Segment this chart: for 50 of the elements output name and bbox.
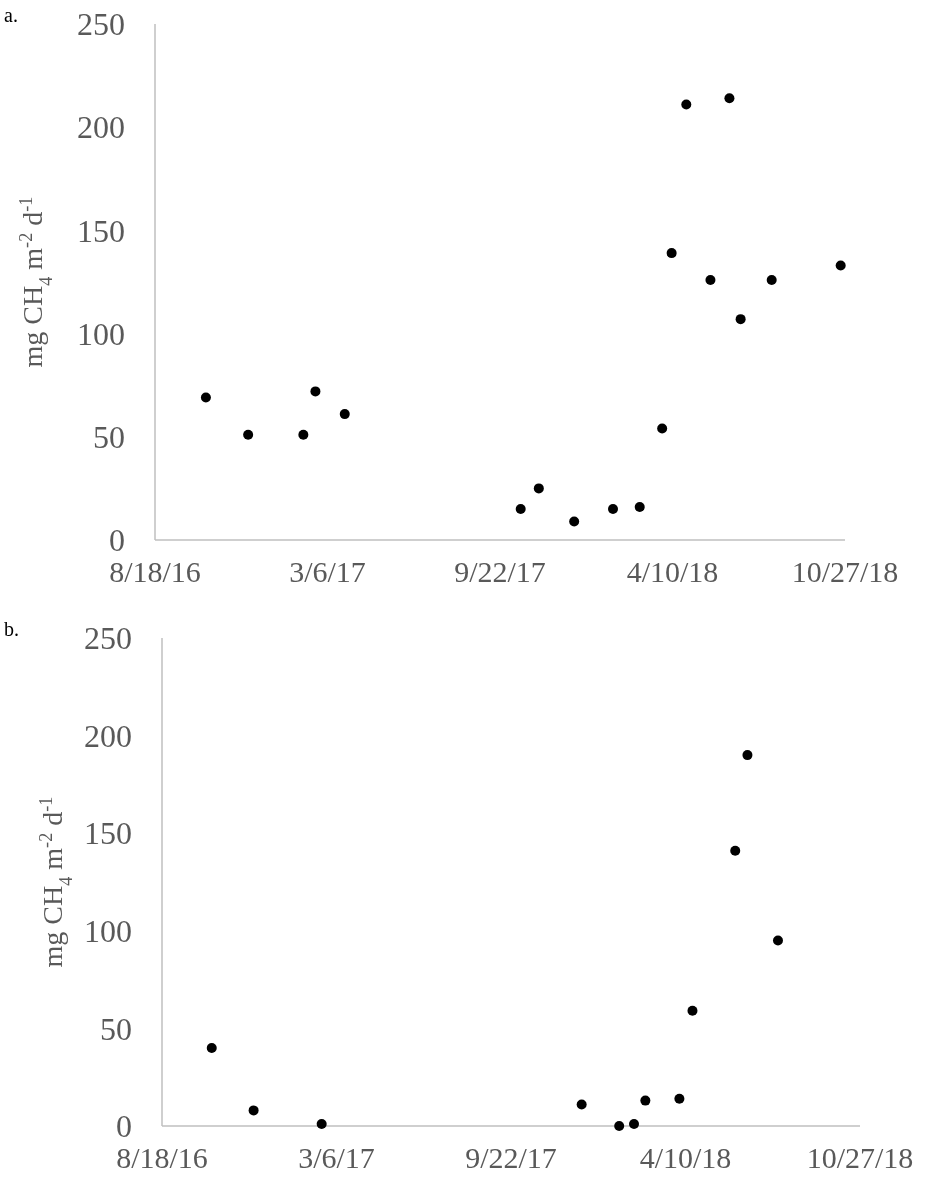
point bbox=[705, 274, 716, 285]
point bbox=[766, 274, 777, 285]
point bbox=[515, 504, 526, 515]
chart-title: a. bbox=[4, 4, 18, 26]
y-tick-label: 50 bbox=[100, 1010, 132, 1047]
x-tick-label: 4/10/18 bbox=[639, 1141, 732, 1174]
point bbox=[248, 1105, 259, 1116]
point bbox=[724, 93, 735, 104]
point bbox=[666, 248, 677, 259]
y-tick-label: 150 bbox=[84, 815, 132, 852]
point bbox=[310, 386, 321, 397]
y-tick-label: 150 bbox=[77, 212, 125, 249]
point bbox=[735, 314, 746, 325]
point bbox=[640, 1095, 651, 1106]
point bbox=[200, 392, 211, 403]
y-tick-label: 200 bbox=[84, 717, 132, 754]
chart-title: b. bbox=[4, 618, 19, 640]
point bbox=[730, 845, 741, 856]
point bbox=[772, 935, 783, 946]
x-tick-label: 3/6/17 bbox=[298, 1141, 375, 1174]
x-tick-label: 4/10/18 bbox=[626, 555, 719, 588]
x-tick-label: 10/27/18 bbox=[806, 1141, 914, 1174]
point bbox=[629, 1119, 640, 1130]
point bbox=[316, 1119, 327, 1130]
point bbox=[614, 1121, 625, 1131]
point bbox=[657, 423, 668, 434]
point bbox=[298, 429, 309, 440]
x-tick-label: 9/22/17 bbox=[454, 555, 546, 588]
x-tick-label: 10/27/18 bbox=[791, 555, 899, 588]
x-tick-label: 9/22/17 bbox=[465, 1141, 557, 1174]
point bbox=[607, 504, 618, 515]
y-tick-label: 250 bbox=[84, 620, 132, 657]
y-tick-label: 250 bbox=[77, 6, 125, 43]
point bbox=[742, 750, 753, 761]
point bbox=[533, 483, 544, 494]
y-tick-label: 100 bbox=[77, 315, 125, 352]
point bbox=[681, 99, 692, 110]
y-tick-label: 50 bbox=[93, 419, 125, 455]
point bbox=[206, 1042, 217, 1053]
point bbox=[339, 409, 350, 420]
point bbox=[687, 1005, 698, 1016]
point bbox=[569, 516, 580, 527]
point bbox=[634, 501, 645, 512]
y-tick-label: 100 bbox=[84, 913, 132, 949]
y-tick-label: 200 bbox=[77, 109, 125, 146]
point bbox=[835, 260, 846, 271]
point bbox=[243, 429, 254, 440]
point bbox=[576, 1099, 587, 1110]
point bbox=[674, 1093, 685, 1104]
x-tick-label: 3/6/17 bbox=[289, 555, 366, 588]
